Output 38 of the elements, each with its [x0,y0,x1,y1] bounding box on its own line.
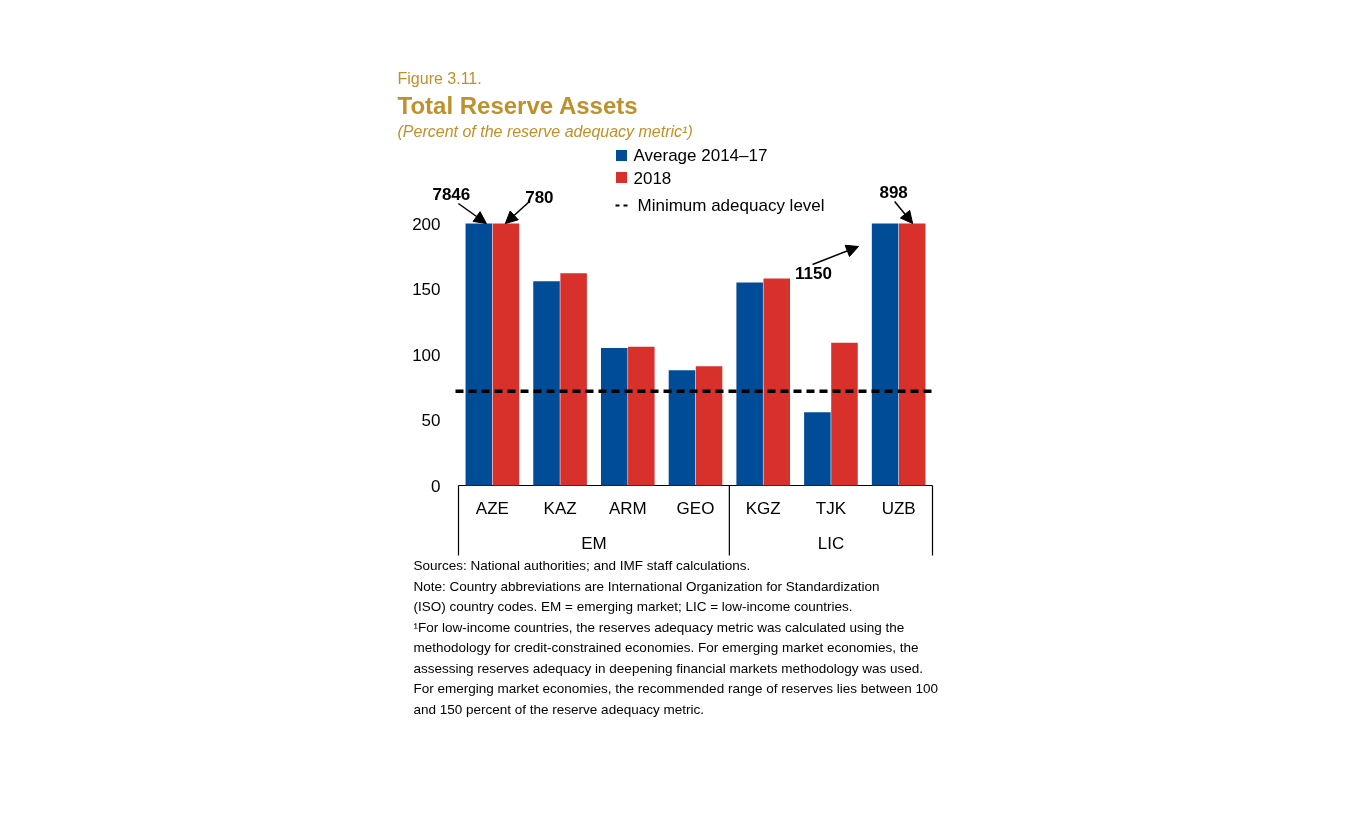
bar [600,347,628,486]
text: LIC [817,534,845,553]
annotation: 7846 [432,184,471,204]
annotation: 1150 [795,263,832,283]
legend-label: Average 2014–17 [633,146,768,165]
y-tick-label: 150 [412,280,441,299]
bar [831,342,858,486]
y-tick-label: 200 [412,214,441,234]
bar [763,278,791,486]
bar [668,370,696,486]
bar [533,281,560,486]
source-note: Sources: National authorities; and IMF staff calculations. [413,558,751,573]
x-tick-label: KGZ [745,499,781,518]
y-tick-label: 100 [412,345,441,365]
x-tick-label: AZE [475,499,509,518]
annotation: 898 [879,182,908,202]
x-tick-label: ARM [608,499,647,518]
text: EM [581,534,607,553]
x-tick-label: UZB [881,499,916,518]
caption: Figure 3.11. [397,70,482,87]
bar [628,346,655,486]
bar [560,273,587,486]
bar [804,412,831,486]
y-tick-label: 0 [431,476,441,496]
x-tick-label: GEO [676,499,715,518]
legend-label: 2018 [633,168,672,188]
bar [871,223,899,486]
bar [736,282,763,486]
x-tick-label: TJK [815,499,847,518]
annotation: 780 [525,187,554,207]
bar [695,366,723,486]
text: Note: Country abbreviations are International Organization for Standardization (ISO) country codes. EM = emerging market; LIC = low-income countries. [413,578,880,614]
chart-subtitle: (Percent of the reserve adequacy metric¹) [397,123,693,140]
y-tick-label: 50 [421,411,441,430]
text: ¹For low-income countries, the reserves adequacy metric was calculated using the methodology for credit-constrained economies. For emerging market economies, the assessing reserves adequacy in deepening financial markets methodology was used. For emerging market economies, the recommended range of reserves lies between 100 and 150 percent of the reserve adequacy metric. [413,619,939,717]
legend-label: Minimum adequacy level [637,196,825,215]
x-tick-label: KAZ [543,499,577,518]
chart-title: Total Reserve Assets [397,92,638,119]
